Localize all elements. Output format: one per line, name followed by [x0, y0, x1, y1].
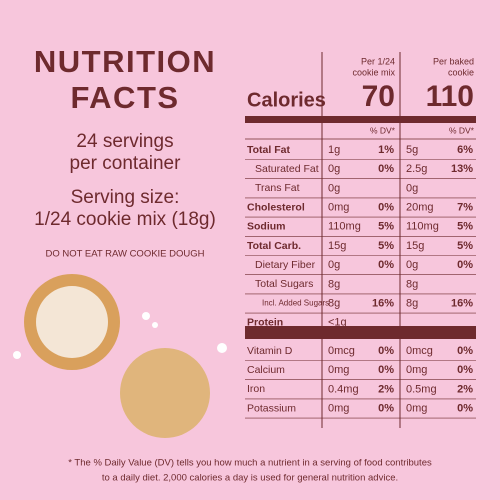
- warning: DO NOT EAT RAW COOKIE DOUGH: [45, 249, 204, 260]
- daily-value: 0%: [378, 403, 394, 415]
- amount: 20mg: [406, 202, 434, 214]
- daily-value: 0%: [378, 163, 394, 175]
- daily-value: 16%: [372, 298, 394, 310]
- amount: 15g: [328, 240, 346, 252]
- amount: 0g: [328, 259, 340, 271]
- amount: <1g: [328, 317, 347, 329]
- nutrient-name: Dietary Fiber: [255, 259, 316, 271]
- title: FACTS: [70, 80, 179, 115]
- nutrient-name: Vitamin D: [247, 345, 293, 357]
- amount: 110mg: [328, 221, 361, 233]
- footnote: to a daily diet. 2,000 calories a day is…: [102, 473, 398, 484]
- cookie-frosting: [36, 286, 108, 358]
- amount: 2.5g: [406, 163, 427, 175]
- serving-size: 1/24 cookie mix (18g): [34, 209, 216, 230]
- amount: 8g: [406, 278, 418, 290]
- nutrient-name: Potassium: [247, 402, 296, 414]
- daily-value: 7%: [457, 202, 473, 214]
- amount: 110mg: [406, 221, 439, 233]
- daily-value: 5%: [457, 221, 473, 233]
- daily-value: 13%: [451, 163, 473, 175]
- daily-value: 0%: [378, 259, 394, 271]
- nutrient-name: Iron: [247, 383, 265, 395]
- calories-value: 110: [426, 80, 474, 113]
- daily-value: 2%: [378, 383, 394, 395]
- sprinkle: [13, 351, 21, 359]
- daily-value: 5%: [378, 240, 394, 252]
- nutrient-name: Incl. Added Sugars: [262, 299, 329, 308]
- amount: 0mg: [328, 202, 349, 214]
- nutrient-name: Calcium: [247, 364, 285, 376]
- amount: 0mcg: [328, 345, 355, 357]
- nutrient-name: Trans Fat: [255, 182, 300, 194]
- column-header: Per baked: [433, 56, 474, 66]
- amount: 0mg: [328, 403, 349, 415]
- cookie-plain: [120, 348, 210, 438]
- daily-value: 5%: [457, 240, 473, 252]
- amount: 0g: [406, 259, 418, 271]
- calories-label: Calories: [247, 89, 326, 111]
- amount: 15g: [406, 240, 424, 252]
- amount: 0g: [406, 182, 418, 194]
- column-header: cookie mix: [352, 67, 395, 77]
- sprinkle: [152, 322, 158, 328]
- sprinkle: [142, 312, 150, 320]
- daily-value: 5%: [378, 221, 394, 233]
- nutrient-name: Cholesterol: [247, 201, 305, 213]
- servings: per container: [70, 153, 182, 174]
- amount: 0g: [328, 163, 340, 175]
- nutrient-name: Total Fat: [247, 144, 290, 156]
- sprinkle: [217, 343, 227, 353]
- amount: 0mcg: [406, 345, 433, 357]
- amount: 0mg: [406, 364, 427, 376]
- daily-value: 0%: [378, 364, 394, 376]
- amount: 0.4mg: [328, 383, 359, 395]
- nutrient-name: Total Carb.: [247, 240, 301, 252]
- daily-value: 1%: [378, 144, 394, 156]
- calories-value: 70: [362, 80, 395, 113]
- daily-value: 0%: [378, 345, 394, 357]
- amount: 5g: [406, 144, 418, 156]
- daily-value: 16%: [451, 298, 473, 310]
- thick-rule: [245, 326, 476, 339]
- nutrient-name: Saturated Fat: [255, 163, 319, 175]
- amount: 0mg: [328, 364, 349, 376]
- nutrient-name: Sodium: [247, 221, 286, 233]
- nutrient-name: Total Sugars: [255, 278, 313, 290]
- daily-value: 0%: [457, 364, 473, 376]
- dv-header: % DV*: [370, 125, 396, 135]
- amount: 1g: [328, 144, 340, 156]
- thick-rule: [245, 116, 476, 123]
- nutrient-name: Protein: [247, 317, 283, 329]
- daily-value: 0%: [378, 202, 394, 214]
- amount: 8g: [328, 298, 340, 310]
- amount: 8g: [406, 298, 418, 310]
- title: NUTRITION: [34, 44, 216, 79]
- footnote: * The % Daily Value (DV) tells you how m…: [68, 458, 432, 469]
- amount: 0g: [328, 182, 340, 194]
- amount: 0.5mg: [406, 383, 437, 395]
- daily-value: 0%: [457, 403, 473, 415]
- servings: 24 servings: [76, 131, 173, 152]
- daily-value: 6%: [457, 144, 473, 156]
- amount: 8g: [328, 278, 340, 290]
- column-header: cookie: [448, 67, 474, 77]
- column-header: Per 1/24: [361, 56, 395, 66]
- serving-size: Serving size:: [71, 187, 180, 208]
- daily-value: 0%: [457, 259, 473, 271]
- daily-value: 0%: [457, 345, 473, 357]
- dv-header: % DV*: [449, 125, 475, 135]
- daily-value: 2%: [457, 383, 473, 395]
- amount: 0mg: [406, 403, 427, 415]
